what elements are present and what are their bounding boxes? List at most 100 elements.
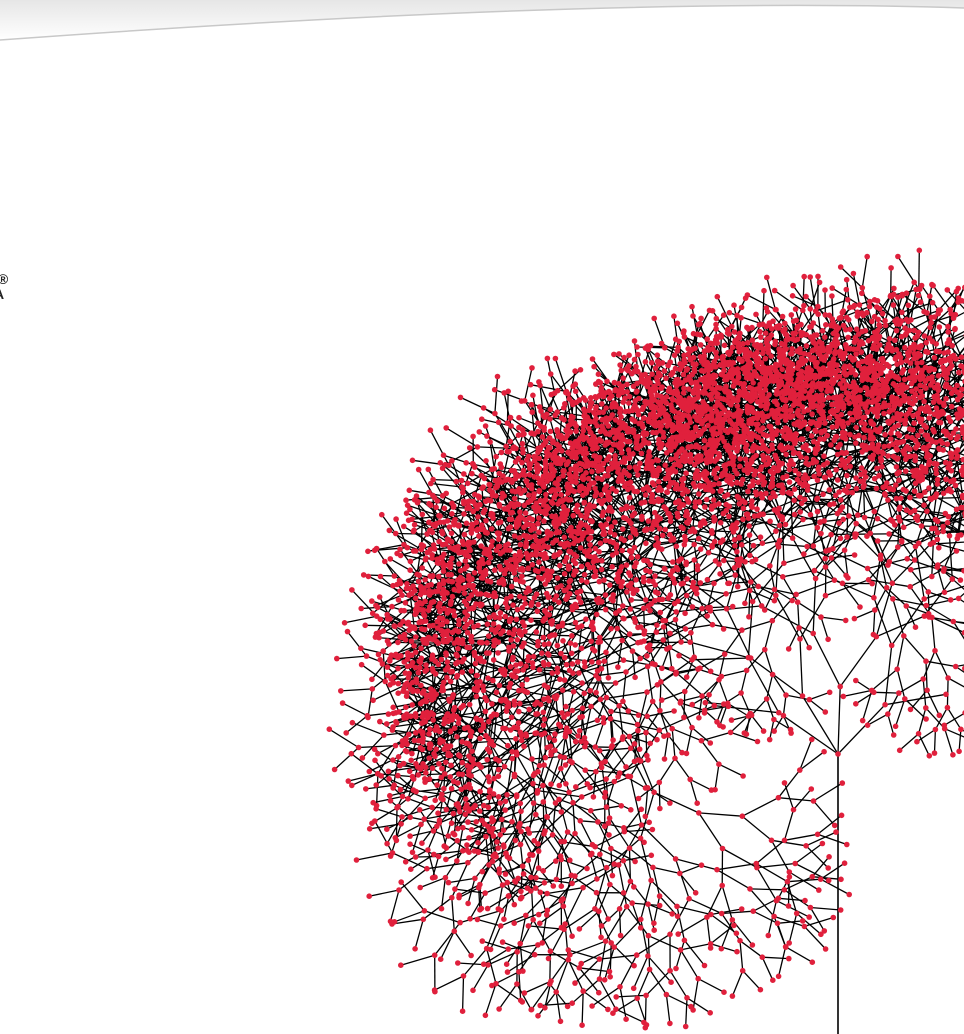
tree-branch bbox=[519, 684, 545, 705]
tree-branch bbox=[931, 542, 934, 577]
tree-branch bbox=[560, 707, 584, 727]
tree-branch bbox=[390, 800, 411, 818]
tree-branch bbox=[394, 823, 422, 839]
tree-branch bbox=[518, 710, 545, 720]
tree-branch bbox=[685, 997, 688, 1027]
tree-branch bbox=[601, 762, 629, 777]
tree-branch bbox=[574, 958, 600, 984]
tree-branch bbox=[761, 605, 814, 634]
tree-branch bbox=[564, 887, 584, 925]
tree-branch bbox=[629, 776, 643, 826]
tree-branch bbox=[395, 807, 398, 841]
tree-branch bbox=[443, 765, 468, 790]
tree-branch bbox=[583, 706, 592, 738]
tree-branch bbox=[658, 757, 676, 783]
tree-branch bbox=[647, 666, 654, 702]
tree-branch bbox=[605, 906, 628, 942]
tree-branch bbox=[674, 757, 691, 780]
tree-branch bbox=[952, 621, 964, 640]
tree-branch bbox=[468, 823, 486, 853]
tree-branch bbox=[812, 633, 841, 687]
tree-branch bbox=[409, 830, 434, 837]
tree-branch bbox=[558, 798, 592, 812]
tree-branch bbox=[531, 983, 551, 1010]
tree-branch bbox=[626, 906, 649, 937]
tree-branch bbox=[861, 256, 868, 288]
tree-branch bbox=[434, 975, 464, 991]
page-curl bbox=[0, 0, 964, 40]
tree-branch bbox=[336, 655, 367, 660]
tree-branch bbox=[351, 773, 379, 786]
tree-branch bbox=[497, 884, 504, 910]
tree-branch bbox=[619, 954, 638, 988]
tree-branch bbox=[444, 755, 470, 775]
tree-branch bbox=[896, 635, 905, 670]
tree-branch bbox=[955, 665, 964, 673]
tree-branch bbox=[692, 978, 699, 1011]
tree-branch bbox=[647, 935, 651, 970]
tree-branch bbox=[691, 657, 751, 661]
tree-branch bbox=[675, 858, 718, 871]
tree-branch bbox=[680, 943, 711, 951]
tree-branch bbox=[532, 919, 551, 952]
tree-branch bbox=[699, 525, 738, 553]
tree-branch bbox=[469, 892, 486, 920]
tree-branch bbox=[463, 513, 501, 523]
tree-branch bbox=[604, 736, 624, 762]
tree-branch bbox=[502, 607, 509, 632]
tree-branch bbox=[666, 994, 692, 1008]
tree-branch bbox=[522, 422, 539, 453]
tree-branch bbox=[368, 575, 401, 592]
tree-branch bbox=[671, 728, 676, 759]
tree-branch bbox=[458, 887, 479, 899]
tree-branch bbox=[398, 868, 428, 891]
tree-branch bbox=[647, 787, 671, 804]
tree-branch bbox=[515, 751, 540, 767]
tree-branch bbox=[714, 764, 720, 790]
tree-branch bbox=[418, 773, 445, 776]
tree-branch bbox=[796, 912, 822, 935]
tree-branch bbox=[778, 897, 806, 902]
tree-branch bbox=[718, 763, 744, 777]
tree-branch bbox=[424, 910, 461, 924]
tree-branch bbox=[407, 766, 419, 799]
tree-branch bbox=[809, 907, 825, 932]
tree-branch bbox=[739, 940, 744, 971]
tree-branch bbox=[475, 662, 501, 671]
tree-branch bbox=[710, 605, 733, 609]
tree-branch bbox=[925, 661, 928, 691]
tree-branch bbox=[578, 967, 600, 994]
tree-branch bbox=[721, 910, 754, 915]
tree-branch bbox=[427, 849, 436, 878]
tree-branch bbox=[356, 852, 393, 861]
tree-branch bbox=[817, 814, 843, 835]
tree-branch bbox=[862, 690, 873, 721]
tree-branch bbox=[485, 836, 490, 865]
tree-branch bbox=[958, 592, 964, 599]
tree-branch bbox=[698, 812, 743, 817]
tree-branch bbox=[805, 845, 829, 869]
tree-branch bbox=[762, 956, 789, 960]
tree-branch bbox=[477, 918, 501, 927]
tree-branch bbox=[377, 745, 397, 775]
tree-branch bbox=[537, 843, 540, 869]
tree-branch bbox=[369, 889, 400, 897]
tree-branch bbox=[718, 563, 729, 584]
tree-branch bbox=[558, 799, 569, 833]
tree-branch bbox=[411, 824, 422, 853]
tree-branch bbox=[460, 396, 496, 415]
tree-branch bbox=[649, 610, 691, 643]
tree-branch bbox=[679, 864, 702, 875]
tree-branch bbox=[567, 959, 584, 992]
tree-branch bbox=[361, 664, 386, 683]
tree-branch bbox=[629, 632, 671, 635]
tree-branch bbox=[562, 906, 573, 937]
tree-branch bbox=[453, 675, 478, 711]
tree-branch bbox=[400, 797, 426, 825]
tree-branch bbox=[400, 881, 425, 912]
tree-branch bbox=[623, 821, 650, 829]
tree-branch bbox=[659, 681, 662, 711]
tree-branch bbox=[388, 766, 418, 772]
tree-branch bbox=[367, 688, 373, 718]
tree-branch bbox=[486, 674, 506, 701]
